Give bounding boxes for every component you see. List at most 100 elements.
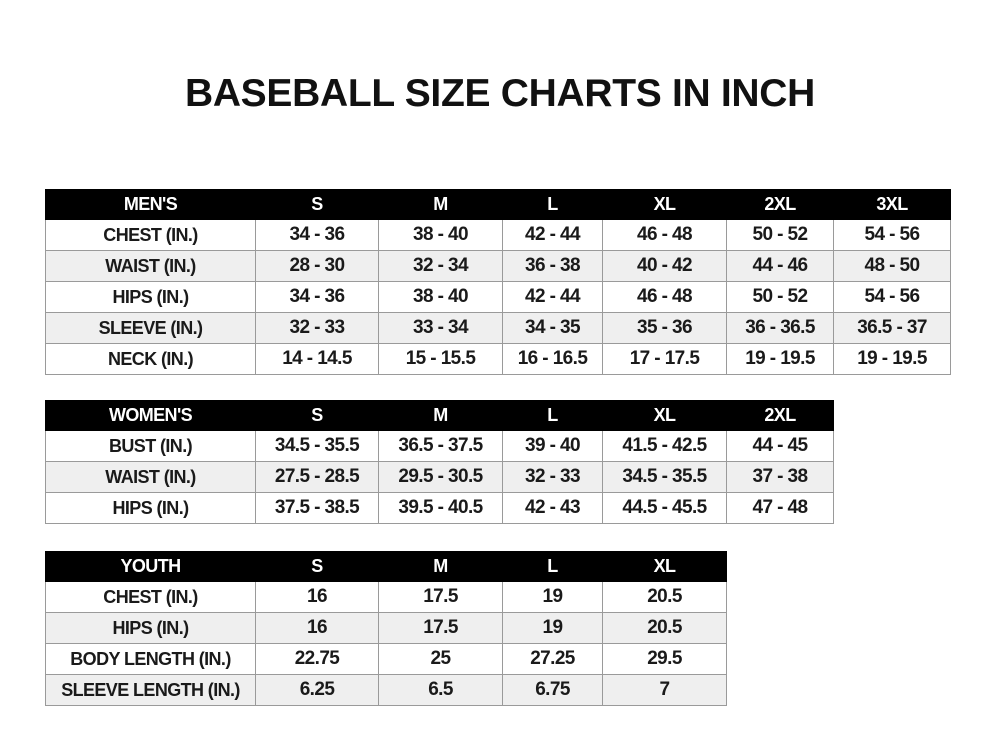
table-row: BODY LENGTH (IN.) 22.75 25 27.25 29.5 — [45, 643, 727, 675]
measurement-value: 27.25 — [502, 643, 603, 675]
table-category-header: YOUTH — [45, 551, 256, 582]
measurement-value: 36 - 38 — [502, 250, 603, 282]
table-row: NECK (IN.) 14 - 14.5 15 - 15.5 16 - 16.5 17 … — [45, 343, 951, 375]
measurement-value: 36 - 36.5 — [726, 312, 834, 344]
measurement-value: 27.5 - 28.5 — [255, 461, 379, 493]
measurement-value: 28 - 30 — [255, 250, 379, 282]
measurement-value: 32 - 33 — [255, 312, 379, 344]
measurement-value: 46 - 48 — [602, 219, 727, 251]
measurement-value: 42 - 43 — [502, 492, 603, 524]
size-column-header: L — [502, 189, 603, 220]
header-row: WOMEN'S S M L XL 2XL — [45, 400, 834, 431]
measurement-value: 54 - 56 — [833, 219, 951, 251]
measurement-value: 40 - 42 — [602, 250, 727, 282]
measurement-value: 20.5 — [602, 612, 727, 644]
measurement-value: 50 - 52 — [726, 219, 834, 251]
measurement-label: HIPS (IN.) — [45, 492, 256, 524]
measurement-value: 14 - 14.5 — [255, 343, 379, 375]
table-category-header: MEN'S — [45, 189, 256, 220]
size-column-header: L — [502, 400, 603, 431]
size-column-header: XL — [602, 400, 727, 431]
measurement-value: 42 - 44 — [502, 281, 603, 313]
measurement-value: 6.5 — [378, 674, 503, 706]
measurement-value: 36.5 - 37.5 — [378, 430, 503, 462]
measurement-value: 17.5 — [378, 612, 503, 644]
measurement-value: 47 - 48 — [726, 492, 834, 524]
measurement-value: 34 - 36 — [255, 281, 379, 313]
table-row: HIPS (IN.) 16 17.5 19 20.5 — [45, 612, 727, 644]
measurement-value: 16 - 16.5 — [502, 343, 603, 375]
table-row: BUST (IN.) 34.5 - 35.5 36.5 - 37.5 39 - 40 4… — [45, 430, 834, 462]
measurement-label: SLEEVE (IN.) — [45, 312, 256, 344]
measurement-label: CHEST (IN.) — [45, 581, 256, 613]
mens-size-table: MEN'S S M L XL 2XL 3XL CHEST (IN.) 34 - 36 38 - 4… — [45, 189, 951, 375]
header-row: YOUTH S M L XL — [45, 551, 727, 582]
measurement-value: 15 - 15.5 — [378, 343, 503, 375]
measurement-value: 41.5 - 42.5 — [602, 430, 727, 462]
measurement-value: 7 — [602, 674, 727, 706]
measurement-value: 48 - 50 — [833, 250, 951, 282]
measurement-value: 34 - 35 — [502, 312, 603, 344]
table-row: SLEEVE (IN.) 32 - 33 33 - 34 34 - 35 35 - 36… — [45, 312, 951, 344]
measurement-value: 38 - 40 — [378, 281, 503, 313]
measurement-value: 19 — [502, 612, 603, 644]
measurement-value: 29.5 — [602, 643, 727, 675]
measurement-value: 33 - 34 — [378, 312, 503, 344]
table-row: WAIST (IN.) 28 - 30 32 - 34 36 - 38 40 - 42 4… — [45, 250, 951, 282]
measurement-value: 37.5 - 38.5 — [255, 492, 379, 524]
womens-size-table: WOMEN'S S M L XL 2XL BUST (IN.) 34.5 - 35.5 36.5… — [45, 400, 834, 524]
measurement-value: 44 - 45 — [726, 430, 834, 462]
measurement-value: 54 - 56 — [833, 281, 951, 313]
youth-size-table: YOUTH S M L XL CHEST (IN.) 16 17.5 19 20.5 HIPS (I… — [45, 551, 727, 706]
measurement-value: 6.75 — [502, 674, 603, 706]
measurement-label: WAIST (IN.) — [45, 250, 256, 282]
measurement-value: 36.5 - 37 — [833, 312, 951, 344]
table-row: HIPS (IN.) 34 - 36 38 - 40 42 - 44 46 - 48 50… — [45, 281, 951, 313]
measurement-value: 38 - 40 — [378, 219, 503, 251]
size-column-header: S — [255, 189, 379, 220]
measurement-label: NECK (IN.) — [45, 343, 256, 375]
measurement-value: 19 - 19.5 — [833, 343, 951, 375]
table-row: CHEST (IN.) 16 17.5 19 20.5 — [45, 581, 727, 613]
size-column-header: S — [255, 551, 379, 582]
page-title: BASEBALL SIZE CHARTS IN INCH — [184, 72, 816, 115]
measurement-value: 50 - 52 — [726, 281, 834, 313]
measurement-value: 46 - 48 — [602, 281, 727, 313]
measurement-value: 34.5 - 35.5 — [602, 461, 727, 493]
size-column-header: 3XL — [833, 189, 951, 220]
measurement-value: 17 - 17.5 — [602, 343, 727, 375]
measurement-label: BODY LENGTH (IN.) — [45, 643, 256, 675]
measurement-label: CHEST (IN.) — [45, 219, 256, 251]
measurement-value: 20.5 — [602, 581, 727, 613]
size-column-header: S — [255, 400, 379, 431]
size-column-header: 2XL — [726, 400, 834, 431]
table-category-header: WOMEN'S — [45, 400, 256, 431]
measurement-label: WAIST (IN.) — [45, 461, 256, 493]
measurement-value: 44 - 46 — [726, 250, 834, 282]
size-column-header: 2XL — [726, 189, 834, 220]
table-row: HIPS (IN.) 37.5 - 38.5 39.5 - 40.5 42 - 43 4… — [45, 492, 834, 524]
measurement-value: 16 — [255, 581, 379, 613]
measurement-value: 32 - 33 — [502, 461, 603, 493]
measurement-value: 44.5 - 45.5 — [602, 492, 727, 524]
measurement-value: 17.5 — [378, 581, 503, 613]
measurement-value: 19 — [502, 581, 603, 613]
measurement-value: 29.5 - 30.5 — [378, 461, 503, 493]
measurement-value: 42 - 44 — [502, 219, 603, 251]
size-column-header: M — [378, 400, 503, 431]
measurement-value: 16 — [255, 612, 379, 644]
size-column-header: M — [378, 551, 503, 582]
measurement-label: HIPS (IN.) — [45, 612, 256, 644]
measurement-value: 39 - 40 — [502, 430, 603, 462]
measurement-label: SLEEVE LENGTH (IN.) — [45, 674, 256, 706]
size-column-header: XL — [602, 189, 727, 220]
table-row: WAIST (IN.) 27.5 - 28.5 29.5 - 30.5 32 - 33… — [45, 461, 834, 493]
measurement-value: 34.5 - 35.5 — [255, 430, 379, 462]
measurement-value: 35 - 36 — [602, 312, 727, 344]
size-column-header: M — [378, 189, 503, 220]
measurement-value: 34 - 36 — [255, 219, 379, 251]
measurement-value: 32 - 34 — [378, 250, 503, 282]
measurement-value: 37 - 38 — [726, 461, 834, 493]
table-row: CHEST (IN.) 34 - 36 38 - 40 42 - 44 46 - 48 5… — [45, 219, 951, 251]
measurement-value: 25 — [378, 643, 503, 675]
